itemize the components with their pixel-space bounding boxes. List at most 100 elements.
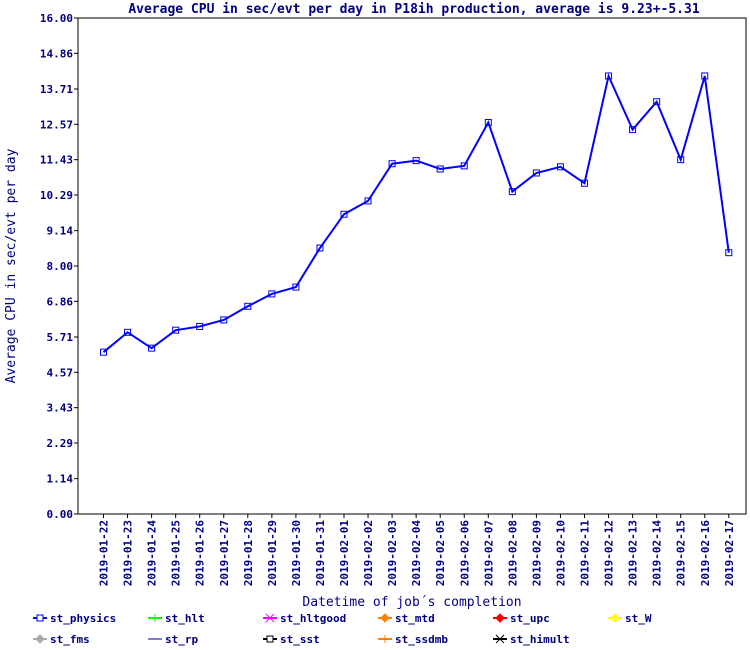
data-point (388, 160, 396, 168)
x-tick-label: 2019-02-06 (458, 520, 471, 587)
data-point (508, 188, 516, 196)
y-tick-label: 9.14 (47, 225, 74, 238)
y-tick-label: 2.29 (47, 437, 74, 450)
data-point (629, 126, 637, 134)
legend-entry-st_W: st_W (608, 612, 652, 625)
series-line-st_physics (102, 72, 730, 353)
x-tick-label: 2019-02-17 (723, 520, 736, 586)
legend-label: st_hlt (165, 612, 205, 625)
x-tick-label: 2019-01-29 (266, 520, 279, 586)
x-tick-label: 2019-01-28 (242, 520, 255, 586)
legend-entry-st_mtd: st_mtd (378, 612, 435, 625)
x-tick-label: 2019-01-27 (218, 520, 231, 586)
legend-entry-st_physics: st_physics (33, 612, 116, 625)
y-tick-label: 14.86 (40, 47, 73, 60)
y-tick-label: 5.71 (47, 331, 74, 344)
y-tick-label: 10.29 (40, 189, 73, 202)
data-point (148, 344, 156, 352)
x-tick-label: 2019-01-22 (98, 520, 111, 586)
data-point (244, 302, 252, 310)
legend-marker-cross (265, 613, 275, 623)
x-axis: 2019-01-22 2019-01-23 2019-01-24 2019-01-25… (98, 514, 736, 586)
x-tick-label: 2019-01-25 (170, 520, 183, 586)
legend-entry-st_rp: st_rp (148, 633, 198, 646)
legend-marker-square (36, 614, 44, 622)
x-tick-label: 2019-02-05 (434, 520, 447, 586)
legend-marker-cross (495, 634, 505, 644)
data-point (172, 326, 180, 334)
data-point (605, 72, 613, 80)
legend-marker-plus (381, 635, 389, 643)
x-tick-label: 2019-01-24 (146, 520, 159, 587)
data-point (268, 290, 276, 298)
y-tick-label: 6.86 (47, 295, 74, 308)
legend-entry-st_hlt: st_hlt (148, 612, 205, 625)
legend-entry-st_upc: st_upc (493, 612, 550, 625)
data-point (677, 156, 685, 164)
data-point (581, 179, 588, 187)
x-tick-label: 2019-02-04 (410, 520, 423, 587)
y-tick-label: 1.14 (47, 473, 74, 486)
legend-entry-st_himult: st_himult (493, 633, 570, 646)
y-tick-label: 4.57 (47, 366, 74, 379)
data-point (220, 316, 228, 324)
x-tick-label: 2019-02-14 (651, 520, 664, 587)
x-tick-label: 2019-02-01 (338, 520, 351, 587)
legend-label: st_mtd (395, 612, 435, 625)
series-layer (100, 72, 733, 356)
data-point (532, 169, 540, 177)
x-tick-label: 2019-01-26 (194, 520, 207, 587)
data-point (556, 163, 564, 171)
y-axis: 0.00 1.14 2.29 3.43 4.57 5.71 6.86 8.00 9.14 10.2… (40, 12, 78, 521)
data-point (316, 244, 324, 252)
x-tick-label: 2019-02-02 (362, 520, 375, 586)
data-point (484, 118, 492, 126)
legend-marker-plus (151, 614, 159, 622)
legend-label: st_sst (280, 633, 320, 646)
legend-label: st_hltgood (280, 612, 346, 625)
x-tick-label: 2019-02-15 (675, 520, 688, 586)
x-tick-label: 2019-02-09 (530, 520, 543, 586)
legend-label: st_fms (50, 633, 90, 646)
data-point (653, 98, 661, 106)
legend-marker-square (266, 635, 274, 643)
legend-label: st_rp (165, 633, 198, 646)
data-point (436, 165, 444, 173)
data-point (124, 328, 132, 336)
x-tick-label: 2019-02-11 (579, 520, 592, 587)
data-point (701, 72, 709, 80)
y-tick-label: 0.00 (47, 508, 74, 521)
legend-label: st_ssdmb (395, 633, 448, 646)
x-axis-title: Datetime of job´s completion (302, 595, 521, 610)
data-point (460, 162, 468, 170)
y-axis-title: Average CPU in sec/evt per day (4, 148, 19, 383)
x-tick-label: 2019-01-30 (290, 520, 303, 586)
x-tick-label: 2019-02-16 (699, 520, 712, 587)
legend-marker-diamond (35, 634, 45, 644)
x-tick-label: 2019-01-31 (314, 520, 327, 587)
y-tick-label: 13.71 (40, 83, 73, 96)
legend-entry-st_sst: st_sst (263, 633, 320, 646)
y-tick-label: 12.57 (40, 118, 73, 131)
y-tick-label: 8.00 (47, 260, 74, 273)
x-tick-label: 2019-02-07 (482, 520, 495, 586)
data-point (100, 348, 107, 356)
x-tick-label: 2019-02-12 (603, 520, 616, 586)
data-point (412, 157, 420, 165)
data-point (364, 197, 372, 205)
legend-label: st_himult (510, 633, 570, 646)
legend-entry-st_ssdmb: st_ssdmb (378, 633, 448, 646)
y-tick-label: 11.43 (40, 154, 73, 167)
legend-marker-diamond (610, 613, 620, 623)
legend-marker-diamond (380, 613, 390, 623)
legend-label: st_upc (510, 612, 550, 625)
x-tick-label: 2019-02-03 (386, 520, 399, 586)
data-point (196, 322, 204, 330)
chart-title: Average CPU in sec/evt per day in P18ih … (128, 2, 700, 17)
data-point (340, 210, 348, 218)
plot-area (77, 17, 747, 515)
legend-entry-st_fms: st_fms (33, 633, 90, 646)
y-tick-label: 16.00 (40, 12, 73, 25)
y-tick-label: 3.43 (47, 402, 74, 415)
